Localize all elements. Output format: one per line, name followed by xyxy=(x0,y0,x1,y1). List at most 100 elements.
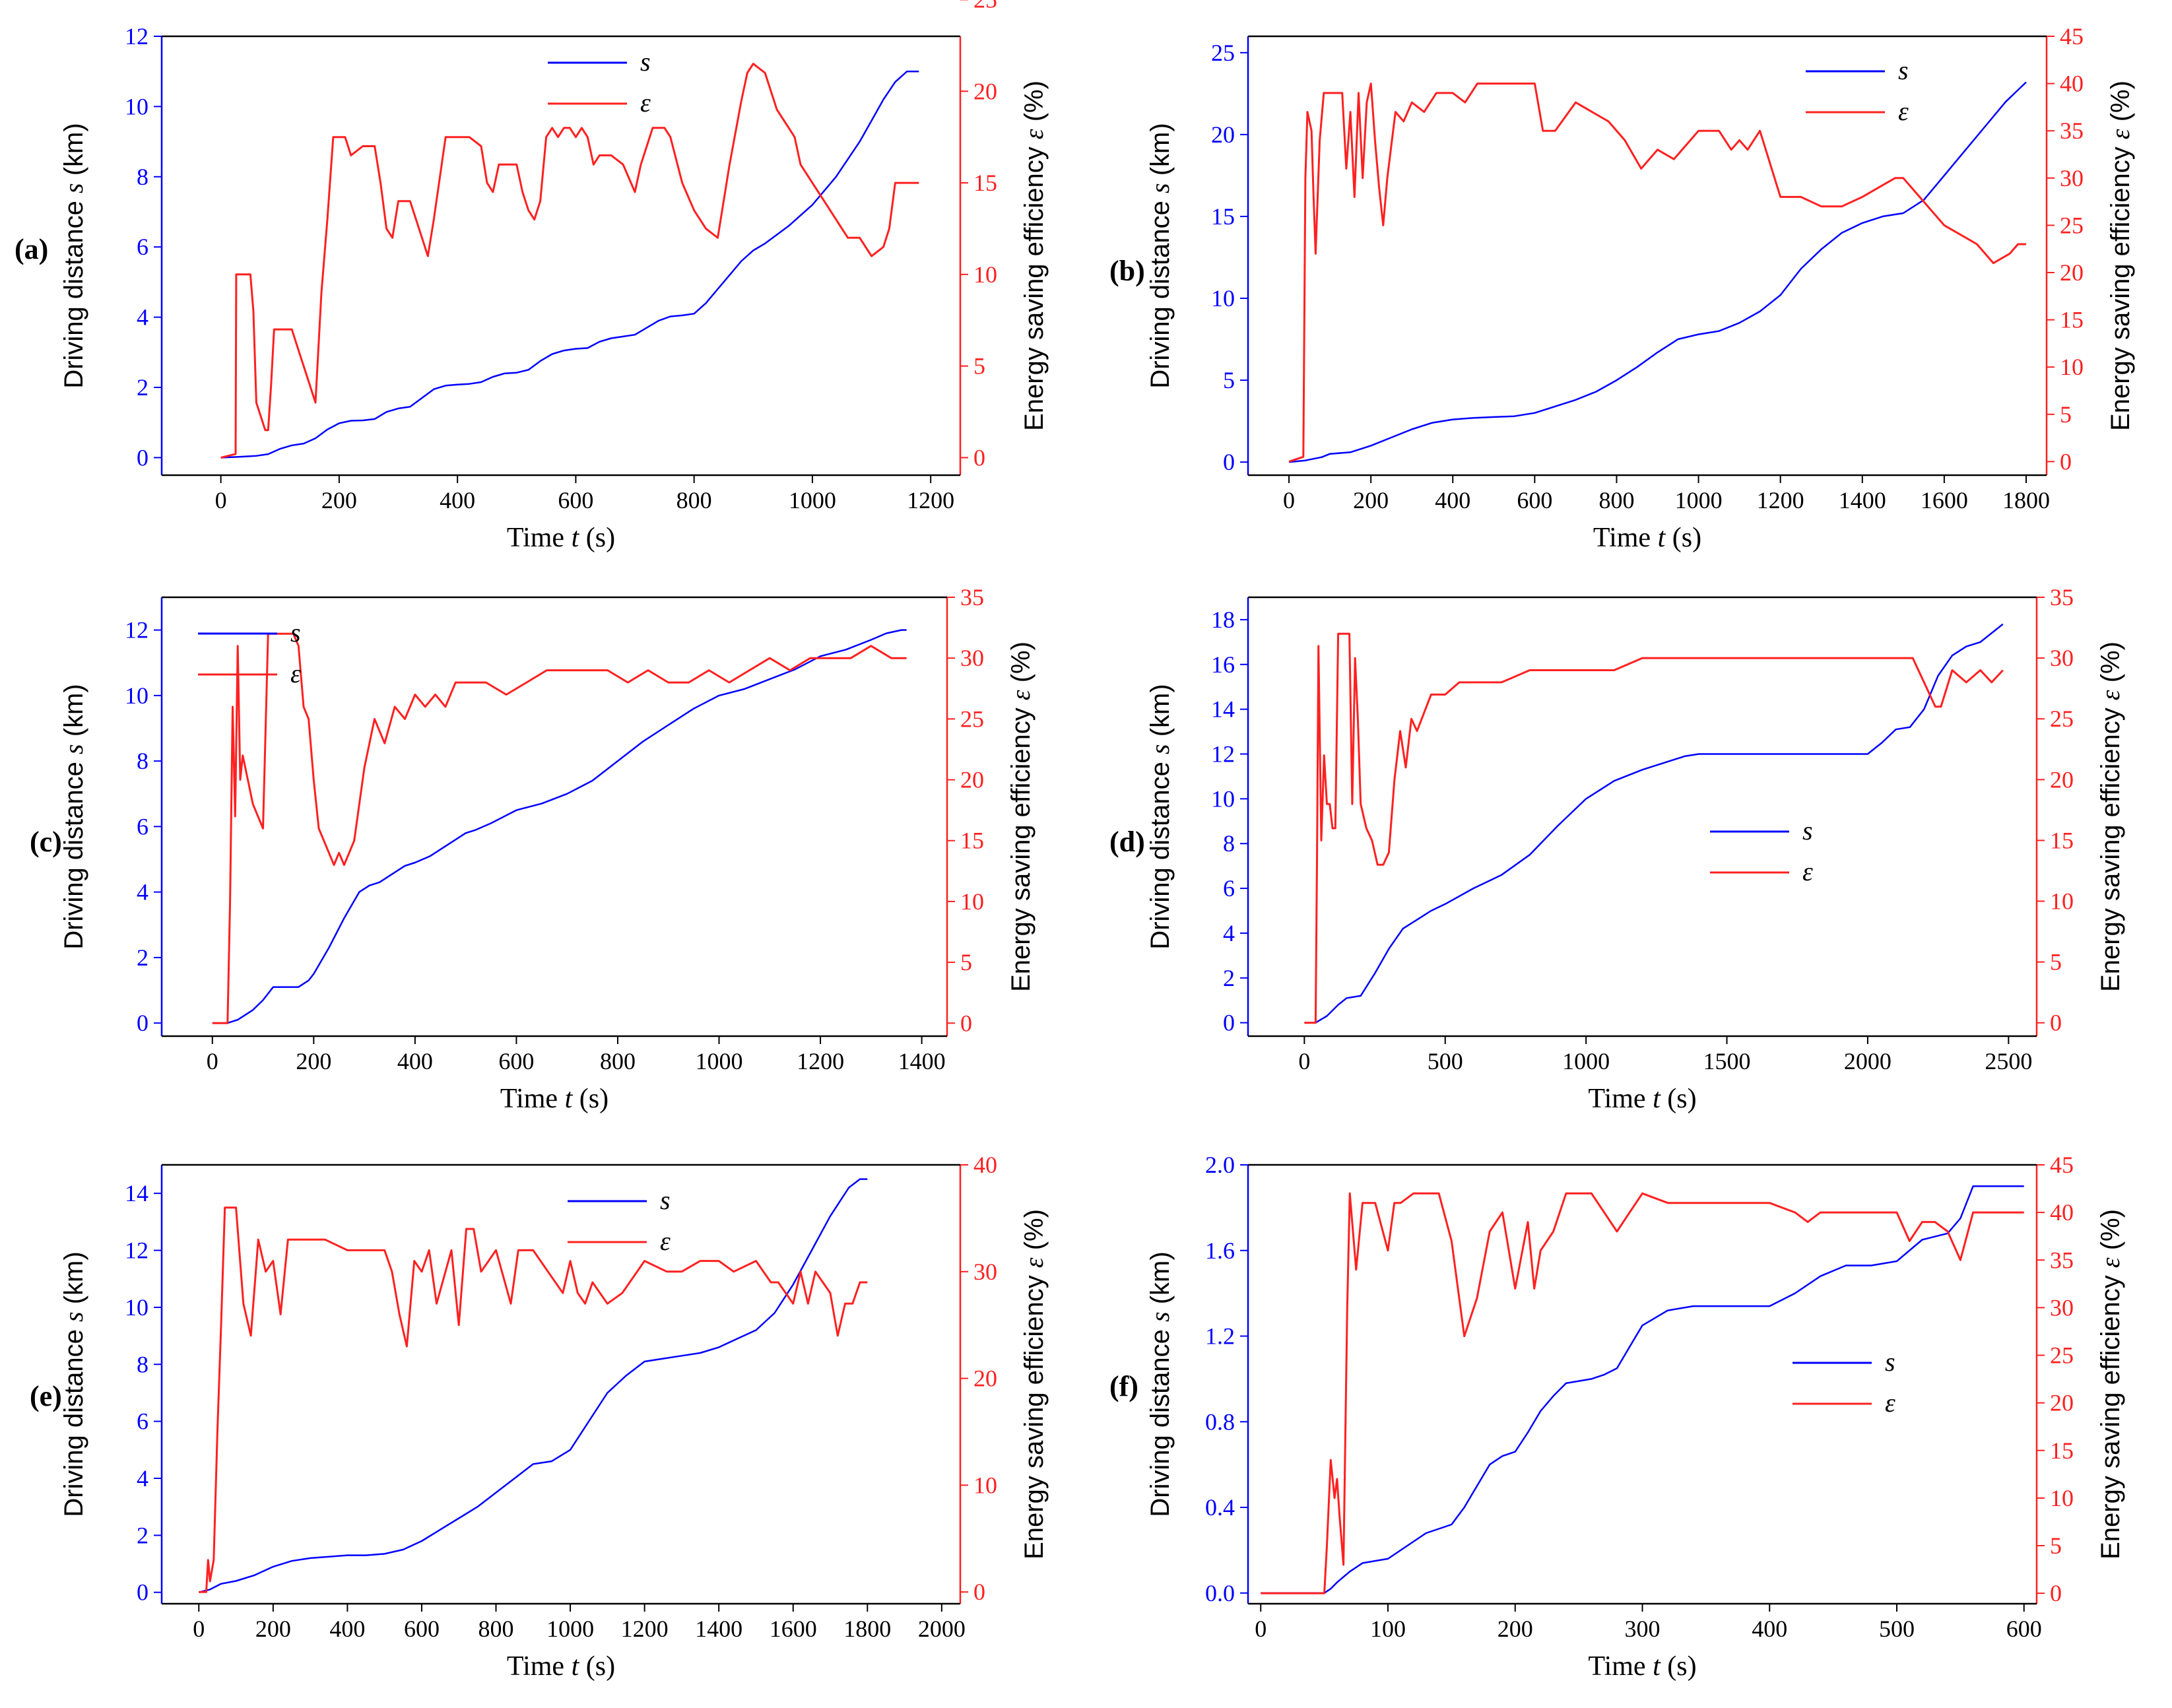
x-tick-label: 200 xyxy=(1497,1616,1533,1642)
left-y-tick-label: 0.0 xyxy=(1205,1580,1235,1606)
x-tick-label: 1400 xyxy=(898,1048,946,1074)
x-tick-label: 1800 xyxy=(2002,487,2050,513)
left-y-axis-label-part: Driving distance xyxy=(1146,193,1175,389)
x-tick-label: 200 xyxy=(321,487,357,513)
left-y-axis-label-part: (km) xyxy=(59,684,88,744)
left-y-axis-label-part: (km) xyxy=(1146,123,1175,183)
series-epsilon-line xyxy=(1288,82,2026,463)
legend-label: s xyxy=(660,1185,671,1215)
left-y-tick-label: 20 xyxy=(1211,121,1235,148)
panel-label: (d) xyxy=(1109,826,1145,858)
left-y-tick-label: 1.2 xyxy=(1205,1323,1235,1350)
left-y-axis-label: Driving distance s (km) xyxy=(59,684,88,949)
right-y-axis-label-part: ε xyxy=(1019,129,1049,139)
x-axis-label-part: t xyxy=(565,1084,574,1114)
legend-label: ε xyxy=(660,1226,671,1256)
left-y-axis-label-part: Driving distance xyxy=(59,1322,88,1517)
left-y-tick-label: 1.6 xyxy=(1205,1237,1235,1264)
left-y-tick-label: 4 xyxy=(137,879,148,905)
series-epsilon-line xyxy=(1261,1192,2024,1594)
right-y-tick-label: 10 xyxy=(2050,1485,2074,1511)
x-tick-label: 1000 xyxy=(1675,487,1723,513)
panel-label: (e) xyxy=(30,1380,62,1412)
x-tick-label: 200 xyxy=(296,1048,331,1074)
x-axis-label-part: Time xyxy=(1588,1651,1653,1682)
x-axis-label-part: (s) xyxy=(579,1651,615,1682)
left-y-tick-label: 0 xyxy=(137,444,148,471)
x-tick-label: 1200 xyxy=(1757,487,1804,513)
right-y-axis-label-part: Energy saving efficiency xyxy=(1020,139,1049,431)
x-tick-label: 2500 xyxy=(1985,1048,2032,1074)
x-axis-label: Time t (s) xyxy=(1593,523,1701,553)
right-y-tick-label: 40 xyxy=(973,1152,997,1178)
x-axis-label-part: Time xyxy=(1588,1084,1653,1114)
x-tick-label: 600 xyxy=(2006,1616,2042,1642)
x-tick-label: 0 xyxy=(1255,1616,1267,1642)
x-tick-label: 100 xyxy=(1370,1616,1406,1642)
left-y-tick-label: 16 xyxy=(1211,651,1235,678)
right-y-tick-label: 20 xyxy=(2060,259,2084,286)
left-y-tick-label: 0.4 xyxy=(1205,1494,1235,1521)
right-y-tick-label: 30 xyxy=(2050,1294,2074,1321)
x-tick-label: 1400 xyxy=(695,1616,742,1642)
left-y-tick-label: 2 xyxy=(137,1522,148,1548)
x-axis-label: Time t (s) xyxy=(500,1084,609,1114)
x-axis-label: Time t (s) xyxy=(1588,1084,1696,1114)
x-tick-label: 0 xyxy=(1283,487,1295,513)
panel-label: (a) xyxy=(15,233,48,265)
x-tick-label: 600 xyxy=(1517,487,1552,513)
x-tick-label: 800 xyxy=(1598,487,1634,513)
right-y-tick-label: 5 xyxy=(2060,401,2072,428)
left-y-tick-label: 6 xyxy=(137,813,148,839)
right-y-tick-label: 15 xyxy=(973,170,997,196)
panel-b: (b) 0 200 400 600 800 1000 1200 1400 1600 1800 0 5 10… xyxy=(1086,0,2172,568)
x-tick-label: 1200 xyxy=(907,487,954,513)
series-s-line xyxy=(1304,623,2004,1024)
right-y-axis-label-part: ε xyxy=(2095,1257,2125,1268)
series-s-line xyxy=(1261,1185,2024,1594)
x-tick-label: 0 xyxy=(215,487,227,513)
right-y-tick-label: 10 xyxy=(973,261,997,288)
right-y-axis-label: Energy saving efficiency ε (%) xyxy=(1006,641,1036,992)
right-y-tick-label: 5 xyxy=(960,949,972,975)
right-y-tick-label: 30 xyxy=(973,1259,997,1285)
left-y-tick-label: 8 xyxy=(137,164,148,190)
left-y-axis-label-part: s xyxy=(59,744,88,754)
left-y-axis-label-part: (km) xyxy=(59,123,88,183)
right-y-tick-label: 0 xyxy=(973,1579,985,1605)
left-y-tick-label: 12 xyxy=(125,1237,148,1264)
series-epsilon-line xyxy=(199,1206,868,1593)
right-y-tick-label: 20 xyxy=(973,1365,997,1392)
left-y-tick-label: 0 xyxy=(137,1010,148,1036)
x-tick-label: 2000 xyxy=(1844,1048,1892,1074)
left-y-tick-label: 4 xyxy=(1223,920,1235,946)
x-tick-label: 1000 xyxy=(696,1048,743,1074)
right-y-tick-label: 10 xyxy=(960,888,984,915)
x-axis-label-part: t xyxy=(572,1651,580,1682)
x-tick-label: 0 xyxy=(207,1048,218,1074)
x-tick-label: 500 xyxy=(1428,1048,1463,1074)
right-y-tick-label: 25 xyxy=(973,0,997,13)
x-axis-label-part: (s) xyxy=(579,523,615,553)
right-y-tick-label: 25 xyxy=(2050,706,2074,732)
right-y-tick-label: 30 xyxy=(960,645,984,671)
x-tick-label: 400 xyxy=(1752,1616,1787,1642)
left-y-tick-label: 25 xyxy=(1211,40,1235,66)
left-y-tick-label: 0 xyxy=(1223,449,1235,475)
x-axis-label-part: (s) xyxy=(1661,1084,1697,1114)
right-y-axis-label-part: ε xyxy=(1019,1257,1049,1268)
right-y-axis-label: Energy saving efficiency ε (%) xyxy=(2095,1209,2125,1560)
chart-svg: (c) 0 200 400 600 800 1000 1200 1400 0 2 4 6 8 10 12 0 5 1… xyxy=(30,584,1036,1114)
left-y-tick-label: 2 xyxy=(1223,965,1235,991)
left-y-tick-label: 8 xyxy=(137,748,148,774)
panel-c: (c) 0 200 400 600 800 1000 1200 1400 0 2 4 6 8 10 12 0 5 1… xyxy=(0,568,1086,1135)
right-y-axis-label: Energy saving efficiency ε (%) xyxy=(2095,641,2125,992)
left-y-axis-label-part: s xyxy=(59,1311,88,1322)
right-y-axis-label: Energy saving efficiency ε (%) xyxy=(1019,1209,1049,1560)
left-y-tick-label: 15 xyxy=(1211,203,1235,230)
right-y-axis-label-part: (%) xyxy=(2096,641,2125,690)
right-y-tick-label: 45 xyxy=(2050,1152,2074,1178)
x-tick-label: 400 xyxy=(397,1048,433,1074)
right-y-axis-label-part: (%) xyxy=(1020,1209,1049,1257)
